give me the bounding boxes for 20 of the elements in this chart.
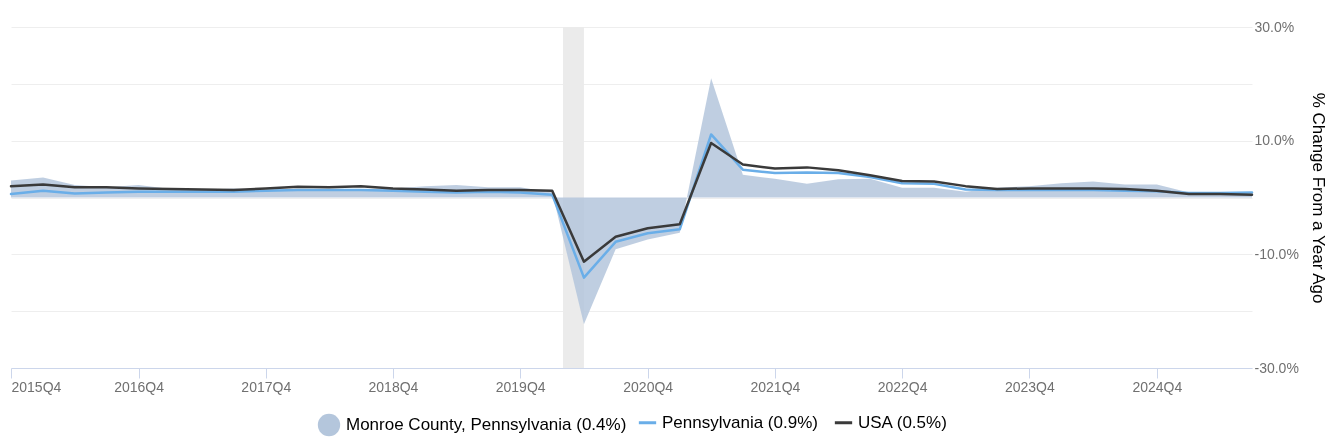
x-tick-label: 2017Q4: [241, 378, 292, 395]
legend-label: Monroe County, Pennsylvania (0.4%): [346, 415, 627, 434]
y-tick-label: -10.0%: [1254, 245, 1299, 262]
x-tick-label: 2018Q4: [368, 378, 419, 395]
y-tick-label: 30.0%: [1254, 18, 1295, 35]
x-tick-label: 2015Q4: [11, 378, 62, 395]
x-tick-label: 2023Q4: [1004, 378, 1055, 395]
y-tick-label: -30.0%: [1254, 359, 1299, 376]
x-tick-label: 2024Q4: [1132, 378, 1183, 395]
line-series: [9, 141, 1254, 263]
y-axis-title: % Change From a Year Ago: [1308, 92, 1328, 304]
legend-label: USA (0.5%): [858, 412, 947, 432]
x-tick-label: 2019Q4: [495, 378, 546, 395]
x-tick-label: 2022Q4: [877, 378, 928, 395]
y-tick-label: 10.0%: [1254, 132, 1295, 149]
x-tick-label: 2020Q4: [623, 378, 674, 395]
x-tick-label: 2016Q4: [114, 378, 165, 395]
x-tick-label: 2021Q4: [750, 378, 801, 395]
line-series: [9, 133, 1254, 279]
legend-label: Pennsylvania (0.9%): [662, 412, 818, 432]
